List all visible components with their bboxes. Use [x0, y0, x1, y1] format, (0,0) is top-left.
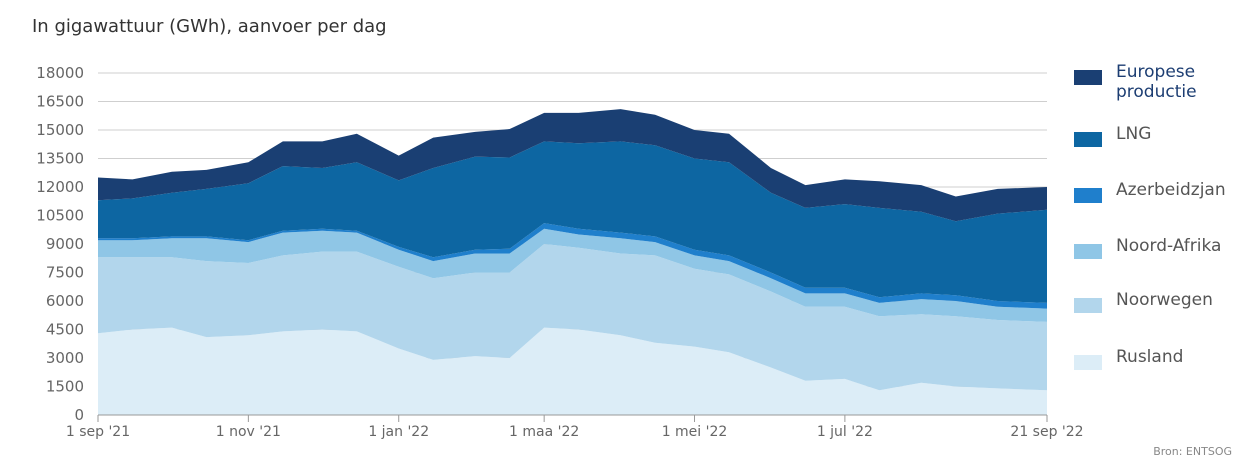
- legend-label: Noord-Afrika: [1116, 236, 1222, 256]
- y-tick-label: 1500: [46, 378, 84, 396]
- area-noord-afrika: [98, 228, 1047, 322]
- area-lng: [98, 141, 1047, 303]
- x-tick-label: 1 sep '21: [66, 424, 130, 440]
- chart-subtitle: In gigawattuur (GWh), aanvoer per dag: [32, 16, 387, 37]
- legend-label: Europese productie: [1116, 62, 1197, 102]
- y-tick-label: 18000: [36, 64, 84, 82]
- legend-swatch: [1074, 132, 1102, 147]
- y-tick-label: 4500: [46, 321, 84, 339]
- x-tick-label: 1 nov '21: [216, 424, 281, 440]
- legend-label: LNG: [1116, 124, 1152, 144]
- y-tick-label: 10500: [36, 207, 84, 225]
- area-azerbeidzjan: [98, 223, 1047, 309]
- area-noorwegen: [98, 244, 1047, 391]
- y-tick-label: 13500: [36, 150, 84, 168]
- y-tick-label: 9000: [46, 235, 84, 253]
- y-tick-label: 3000: [46, 349, 84, 367]
- legend-label: Rusland: [1116, 347, 1184, 367]
- legend-item: LNG: [1074, 124, 1151, 147]
- legend-item: Rusland: [1074, 347, 1183, 370]
- legend-swatch: [1074, 298, 1102, 313]
- source-note: Bron: ENTSOG: [1153, 445, 1232, 458]
- x-tick-label: 21 sep '22: [1010, 424, 1083, 440]
- legend-item: Noorwegen: [1074, 290, 1213, 313]
- legend-label: Noorwegen: [1116, 290, 1213, 310]
- legend-swatch: [1074, 355, 1102, 370]
- legend-swatch: [1074, 188, 1102, 203]
- y-tick-label: 7500: [46, 264, 84, 282]
- y-tick-label: 6000: [46, 292, 84, 310]
- area-europese-productie: [98, 109, 1047, 222]
- legend-swatch: [1074, 70, 1102, 85]
- legend-item: Noord-Afrika: [1074, 236, 1221, 259]
- legend-item: Azerbeidzjan: [1074, 180, 1226, 203]
- x-tick-label: 1 mei '22: [662, 424, 728, 440]
- area-rusland: [98, 327, 1047, 415]
- legend-label: Azerbeidzjan: [1116, 180, 1226, 200]
- x-tick-label: 1 jan '22: [368, 424, 429, 440]
- y-tick-label: 12000: [36, 178, 84, 196]
- x-tick-label: 1 jul '22: [817, 424, 873, 440]
- y-tick-label: 15000: [36, 121, 84, 139]
- x-tick-label: 1 maa '22: [509, 424, 579, 440]
- legend-item: Europese productie: [1074, 62, 1216, 102]
- y-tick-label: 16500: [36, 93, 84, 111]
- legend-swatch: [1074, 244, 1102, 259]
- y-tick-label: 0: [74, 406, 84, 424]
